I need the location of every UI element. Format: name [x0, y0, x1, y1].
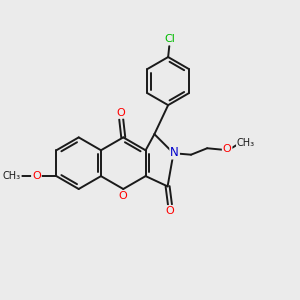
Text: O: O	[118, 191, 127, 201]
Text: N: N	[170, 146, 179, 159]
Text: CH₃: CH₃	[3, 171, 21, 181]
Text: CH₃: CH₃	[237, 138, 255, 148]
Text: O: O	[223, 143, 232, 154]
Text: O: O	[117, 108, 126, 118]
Text: O: O	[32, 171, 41, 181]
Text: O: O	[166, 206, 174, 216]
Text: Cl: Cl	[164, 34, 175, 44]
